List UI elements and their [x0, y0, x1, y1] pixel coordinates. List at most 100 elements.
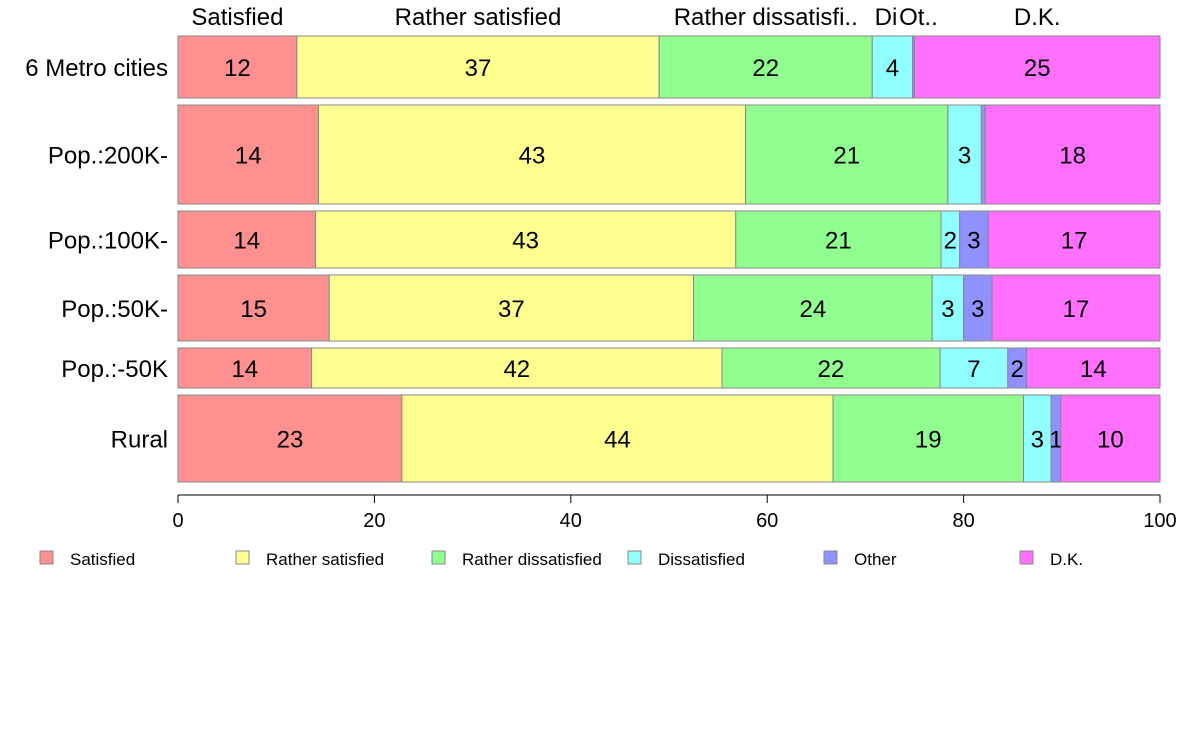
data-label-pop-200k-dissatisfied: 3 — [958, 143, 971, 170]
column-header-d-k: D.K. — [1014, 4, 1061, 31]
legend-label-satisfied: Satisfied — [70, 550, 135, 569]
bar-6-metro-cities-satisfied — [177, 35, 298, 99]
bar-pop-100k-rather-satisfied — [314, 210, 737, 269]
data-label-pop-200k-satisfied: 14 — [235, 143, 262, 170]
x-tick-label-20: 20 — [363, 510, 385, 532]
bar-rural-satisfied — [177, 394, 403, 483]
legend-swatch-satisfied — [39, 550, 54, 565]
data-label-pop-50k-rather-dissatisfied: 22 — [818, 356, 845, 383]
data-label-pop-100k-rather-satisfied: 43 — [512, 228, 539, 255]
bar-pop-50k-rather-dissatisfied — [693, 274, 933, 342]
bar-pop-50k-other — [963, 274, 993, 342]
bar-pop-50k-d-k — [991, 274, 1161, 342]
bar-pop-200k-satisfied — [177, 104, 319, 205]
data-label-6-metro-cities-rather-dissatisfied: 22 — [752, 55, 779, 82]
data-label-pop-50k-other: 3 — [971, 296, 984, 323]
data-label-rural-other: 1 — [1049, 427, 1062, 454]
legend-swatch-d-k — [1019, 550, 1034, 565]
legend-label-d-k: D.K. — [1050, 550, 1083, 569]
data-label-pop-200k-rather-dissatisfied: 21 — [833, 143, 860, 170]
bar-pop-200k-other — [980, 104, 986, 205]
data-label-pop-50k-rather-satisfied: 37 — [498, 296, 525, 323]
column-header-rather-satisfied: Rather satisfied — [395, 4, 562, 31]
legend-swatch-rather-dissatisfied — [431, 550, 446, 565]
data-label-6-metro-cities-d-k: 25 — [1024, 55, 1051, 82]
data-label-rural-d-k: 10 — [1097, 427, 1124, 454]
column-header-rather-dissatisfied: Rather dissatisfi.. — [674, 4, 858, 31]
row-label-pop-100k: Pop.:100K- — [48, 228, 168, 255]
x-tick-label-60: 60 — [756, 510, 778, 532]
bar-rural-dissatisfied — [1023, 394, 1052, 483]
data-label-pop-50k-satisfied: 14 — [231, 356, 258, 383]
bar-rural-rather-satisfied — [401, 394, 834, 483]
bar-pop-100k-d-k — [987, 210, 1161, 269]
column-header-satisfied: Satisfied — [191, 4, 283, 31]
row-label-6-metro-cities: 6 Metro cities — [25, 55, 168, 82]
bar-pop-200k-d-k — [984, 104, 1161, 205]
data-label-6-metro-cities-satisfied: 12 — [224, 55, 251, 82]
legend-swatch-other — [823, 550, 838, 565]
bar-pop-100k-other — [959, 210, 989, 269]
legend-label-rather-dissatisfied: Rather dissatisfied — [462, 550, 602, 569]
bar-pop-50k-dissatisfied — [939, 347, 1009, 389]
bar-pop-50k-rather-dissatisfied — [721, 347, 941, 389]
data-label-pop-100k-dissatisfied: 2 — [944, 228, 957, 255]
bar-pop-50k-rather-satisfied — [311, 347, 723, 389]
legend-label-other: Other — [854, 550, 897, 569]
data-label-pop-50k-d-k: 17 — [1063, 296, 1090, 323]
data-label-pop-50k-rather-dissatisfied: 24 — [800, 296, 827, 323]
legend-swatch-dissatisfied — [627, 550, 642, 565]
row-label-pop-50k: Pop.:50K- — [61, 296, 168, 323]
row-label-rural: Rural — [111, 427, 168, 454]
legend-swatch-rather-satisfied — [235, 550, 250, 565]
data-label-rural-rather-dissatisfied: 19 — [915, 427, 942, 454]
data-label-pop-100k-rather-dissatisfied: 21 — [825, 228, 852, 255]
data-label-pop-100k-d-k: 17 — [1061, 228, 1088, 255]
x-axis: 0 20 40 60 80 100 — [172, 494, 1177, 532]
data-label-6-metro-cities-dissatisfied: 4 — [886, 55, 899, 82]
legend-label-dissatisfied: Dissatisfied — [658, 550, 745, 569]
data-label-pop-50k-rather-satisfied: 42 — [503, 356, 530, 383]
x-tick-label-0: 0 — [172, 510, 183, 532]
bar-pop-50k-dissatisfied — [931, 274, 965, 342]
legend-label-rather-satisfied: Rather satisfied — [266, 550, 384, 569]
row-label-pop-200k: Pop.:200K- — [48, 143, 168, 170]
bar-pop-200k-dissatisfied — [947, 104, 982, 205]
bar-pop-200k-rather-satisfied — [317, 104, 747, 205]
data-label-pop-50k-satisfied: 15 — [240, 296, 267, 323]
legend: Satisfied Rather satisfied Rather dissatis… — [39, 550, 1083, 569]
bar-pop-50k-rather-satisfied — [328, 274, 695, 342]
bar-6-metro-cities-rather-dissatisfied — [658, 35, 873, 99]
bar-6-metro-cities-d-k — [914, 35, 1161, 99]
data-label-pop-100k-other: 3 — [967, 228, 980, 255]
data-label-pop-200k-d-k: 18 — [1059, 143, 1086, 170]
column-header-dissatisfied: Di — [875, 4, 898, 31]
bar-pop-50k-d-k — [1025, 347, 1161, 389]
data-label-pop-200k-rather-satisfied: 43 — [519, 143, 546, 170]
data-label-rural-rather-satisfied: 44 — [604, 427, 631, 454]
data-label-pop-50k-dissatisfied: 3 — [941, 296, 954, 323]
x-tick-label-80: 80 — [952, 510, 974, 532]
data-label-rural-dissatisfied: 3 — [1031, 427, 1044, 454]
bar-rural-d-k — [1060, 394, 1161, 483]
row-labels: 6 Metro cities Pop.:200K- Pop.:100K- Pop.:5… — [25, 55, 168, 454]
x-tick-label-100: 100 — [1143, 510, 1176, 532]
x-tick-label-40: 40 — [560, 510, 582, 532]
data-label-pop-50k-d-k: 14 — [1080, 356, 1107, 383]
bar-pop-200k-rather-dissatisfied — [745, 104, 949, 205]
bar-pop-50k-satisfied — [177, 347, 313, 389]
bar-pop-100k-satisfied — [177, 210, 316, 269]
column-header-other: Ot.. — [899, 4, 938, 31]
row-label-pop-50k: Pop.:-50K — [61, 356, 168, 383]
bar-pop-50k-satisfied — [177, 274, 330, 342]
bar-pop-100k-rather-dissatisfied — [735, 210, 942, 269]
data-label-pop-50k-other: 2 — [1010, 356, 1023, 383]
data-label-pop-100k-satisfied: 14 — [233, 228, 260, 255]
data-label-rural-satisfied: 23 — [277, 427, 304, 454]
data-label-6-metro-cities-rather-satisfied: 37 — [465, 55, 492, 82]
data-label-pop-50k-dissatisfied: 7 — [967, 356, 980, 383]
column-header-labels: Satisfied Rather satisfied Rather dissatis… — [191, 4, 1060, 31]
bar-6-metro-cities-rather-satisfied — [296, 35, 660, 99]
